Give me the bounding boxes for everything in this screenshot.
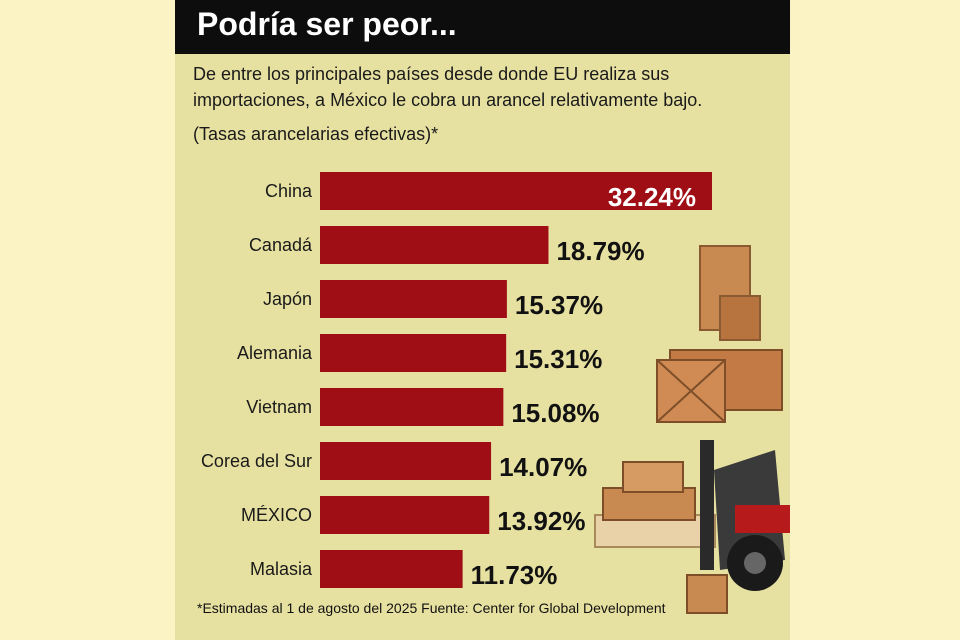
crate-stack-icon bbox=[656, 245, 783, 423]
category-label: Canadá bbox=[249, 235, 313, 255]
value-label: 14.07% bbox=[499, 452, 587, 482]
subtitle-line-1: De entre los principales países desde do… bbox=[193, 64, 670, 84]
value-label: 18.79% bbox=[556, 236, 644, 266]
category-label: Vietnam bbox=[246, 397, 312, 417]
bar bbox=[320, 226, 549, 264]
forklift-icon bbox=[594, 440, 790, 614]
subtitle-note: (Tasas arancelarias efectivas)* bbox=[193, 124, 439, 144]
bar-chart: China 32.24% Canadá 18.79% Japón 15.37% Aleman… bbox=[201, 172, 712, 590]
value-label: 15.31% bbox=[514, 344, 602, 374]
value-label: 13.92% bbox=[497, 506, 585, 536]
infographic-panel: Podría ser peor... De entre los principa… bbox=[175, 0, 790, 640]
bar bbox=[320, 334, 507, 372]
footnote: *Estimadas al 1 de agosto del 2025 Fuent… bbox=[197, 600, 666, 616]
title-bar: Podría ser peor... bbox=[175, 0, 790, 54]
category-label: China bbox=[265, 181, 313, 201]
value-label: 11.73% bbox=[471, 560, 558, 590]
chart-title: Podría ser peor... bbox=[197, 6, 457, 42]
category-label: Japón bbox=[263, 289, 312, 309]
category-label: Alemania bbox=[237, 343, 313, 363]
bar bbox=[320, 442, 492, 480]
category-label: Corea del Sur bbox=[201, 451, 312, 471]
subtitle-line-2: importaciones, a México le cobra un aran… bbox=[193, 90, 703, 110]
bar bbox=[320, 280, 507, 318]
bar bbox=[320, 496, 490, 534]
bar bbox=[320, 550, 463, 588]
bar bbox=[320, 388, 504, 426]
forklift-crates-illustration bbox=[594, 245, 790, 614]
value-label: 15.37% bbox=[515, 290, 603, 320]
category-label: MÉXICO bbox=[241, 505, 312, 525]
value-label: 15.08% bbox=[511, 398, 599, 428]
category-label: Malasia bbox=[250, 559, 313, 579]
bar bbox=[320, 172, 712, 210]
value-label: 32.24% bbox=[608, 182, 696, 212]
